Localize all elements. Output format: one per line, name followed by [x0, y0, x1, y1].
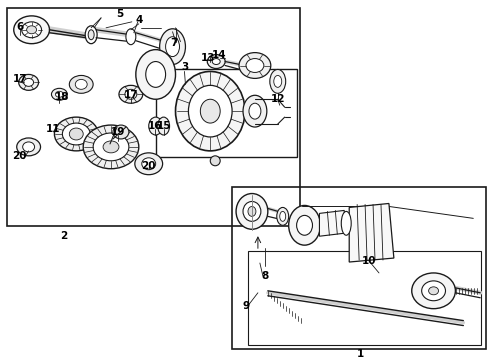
Text: 10: 10	[362, 256, 376, 266]
Ellipse shape	[69, 128, 83, 140]
Ellipse shape	[341, 211, 351, 235]
Ellipse shape	[207, 55, 225, 68]
Ellipse shape	[23, 142, 35, 152]
Ellipse shape	[246, 59, 264, 72]
Text: 20: 20	[12, 151, 27, 161]
Ellipse shape	[126, 29, 136, 45]
Ellipse shape	[422, 281, 445, 301]
Text: 17: 17	[12, 75, 27, 84]
Text: 2: 2	[60, 231, 67, 241]
Bar	[248, 251, 481, 345]
Ellipse shape	[236, 194, 268, 229]
Ellipse shape	[69, 76, 93, 93]
Ellipse shape	[248, 206, 256, 216]
Ellipse shape	[103, 141, 119, 153]
Ellipse shape	[54, 117, 98, 151]
Ellipse shape	[135, 153, 163, 175]
Bar	[232, 186, 486, 349]
Ellipse shape	[200, 99, 220, 123]
Text: 1: 1	[357, 349, 364, 359]
Ellipse shape	[412, 273, 455, 309]
Text: 12: 12	[270, 94, 285, 104]
Ellipse shape	[158, 117, 170, 135]
Ellipse shape	[51, 88, 67, 100]
Text: 16: 16	[147, 121, 162, 131]
Ellipse shape	[243, 95, 267, 127]
Ellipse shape	[280, 211, 286, 221]
Ellipse shape	[249, 103, 261, 119]
Text: 15: 15	[156, 121, 171, 131]
Ellipse shape	[274, 76, 282, 87]
Polygon shape	[319, 210, 344, 236]
Ellipse shape	[125, 89, 137, 99]
Ellipse shape	[270, 69, 286, 93]
Ellipse shape	[75, 80, 87, 89]
Text: 17: 17	[123, 90, 138, 100]
Ellipse shape	[136, 50, 175, 99]
Text: 18: 18	[55, 92, 70, 102]
Bar	[7, 8, 299, 226]
Ellipse shape	[429, 287, 439, 295]
Text: 6: 6	[16, 22, 24, 32]
Ellipse shape	[17, 138, 41, 156]
Text: 7: 7	[170, 38, 177, 48]
Ellipse shape	[62, 123, 90, 145]
Text: 13: 13	[201, 53, 216, 63]
Ellipse shape	[55, 91, 63, 97]
Text: 20: 20	[142, 161, 156, 171]
Text: 11: 11	[46, 124, 61, 134]
Polygon shape	[349, 203, 394, 262]
Ellipse shape	[142, 158, 156, 170]
Ellipse shape	[212, 59, 220, 64]
Ellipse shape	[160, 29, 185, 64]
Ellipse shape	[166, 37, 179, 57]
Ellipse shape	[93, 133, 129, 161]
Ellipse shape	[149, 117, 163, 135]
Ellipse shape	[85, 26, 97, 44]
Ellipse shape	[175, 72, 245, 151]
Text: 14: 14	[212, 50, 226, 60]
Text: 4: 4	[135, 15, 143, 25]
Ellipse shape	[239, 53, 271, 78]
Ellipse shape	[243, 202, 261, 221]
Bar	[156, 69, 296, 157]
Ellipse shape	[14, 16, 49, 44]
Ellipse shape	[19, 75, 39, 90]
Text: 19: 19	[111, 127, 125, 137]
Ellipse shape	[189, 85, 232, 137]
Ellipse shape	[22, 22, 42, 38]
Ellipse shape	[289, 206, 320, 245]
Ellipse shape	[113, 125, 129, 139]
Ellipse shape	[146, 62, 166, 87]
Text: 8: 8	[261, 271, 269, 281]
Ellipse shape	[88, 30, 94, 40]
Ellipse shape	[277, 207, 289, 225]
Text: 3: 3	[181, 63, 188, 72]
Ellipse shape	[119, 85, 143, 103]
Text: 9: 9	[243, 301, 249, 311]
Ellipse shape	[26, 26, 37, 34]
Ellipse shape	[83, 125, 139, 169]
Circle shape	[210, 156, 220, 166]
Ellipse shape	[296, 215, 313, 235]
Ellipse shape	[24, 78, 34, 86]
Text: 5: 5	[116, 9, 123, 19]
